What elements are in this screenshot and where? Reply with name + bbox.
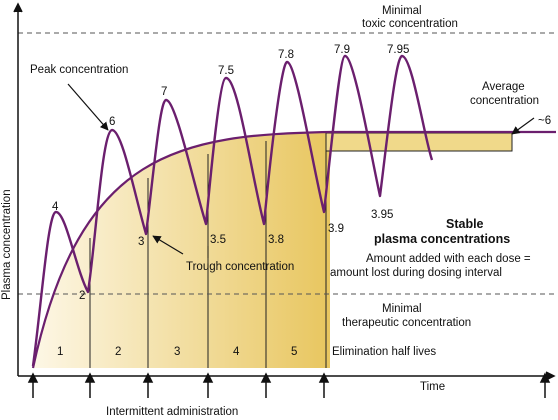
stable-label-line1: Stable	[446, 217, 484, 231]
stable-label-line2: plasma concentrations	[374, 232, 510, 246]
average-label-line2: concentration	[470, 95, 539, 107]
therapeutic-label-line2: therapeutic concentration	[342, 317, 471, 329]
peak-value-1: 4	[52, 201, 59, 213]
peak-value-5: 7.8	[278, 49, 294, 61]
average-label-line1: Average	[482, 81, 525, 93]
half-life-2: 2	[115, 346, 121, 358]
peak-value-7: 7.95	[387, 44, 409, 56]
average-value: ~6	[538, 115, 551, 127]
accumulation-area	[33, 132, 330, 368]
trough-value-2: 3	[138, 236, 144, 248]
peak-pointer-arrow	[68, 84, 108, 130]
y-axis-label: Plasma concentration	[1, 189, 13, 300]
toxic-label-line1: Minimal	[382, 5, 422, 17]
elimination-label: Elimination half lives	[332, 346, 436, 358]
peak-label: Peak concentration	[30, 64, 128, 76]
dose-arrows	[29, 374, 549, 398]
toxic-label-line2: toxic concentration	[362, 18, 458, 30]
peak-value-2: 6	[109, 116, 115, 128]
trough-value-5: 3.9	[328, 223, 344, 235]
half-life-3: 3	[174, 346, 180, 358]
trough-value-1: 2	[79, 290, 85, 302]
x-axis-label: Time	[420, 381, 445, 393]
peak-value-4: 7.5	[218, 65, 234, 77]
peak-value-3: 7	[161, 86, 167, 98]
trough-value-6: 3.95	[371, 209, 393, 221]
amount-label-line1: Amount added with each dose =	[366, 253, 531, 265]
intermittent-label: Intermittent administration	[106, 406, 238, 418]
half-life-1: 1	[57, 346, 63, 358]
average-bar	[326, 133, 512, 151]
therapeutic-label-line1: Minimal	[382, 303, 422, 315]
half-life-4: 4	[233, 346, 240, 358]
trough-label: Trough concentration	[186, 261, 294, 273]
amount-label-line2: amount lost during dosing interval	[330, 267, 502, 279]
trough-value-4: 3.8	[268, 234, 284, 246]
trough-value-3: 3.5	[210, 234, 226, 246]
half-life-5: 5	[291, 346, 297, 358]
peak-value-6: 7.9	[334, 44, 350, 56]
